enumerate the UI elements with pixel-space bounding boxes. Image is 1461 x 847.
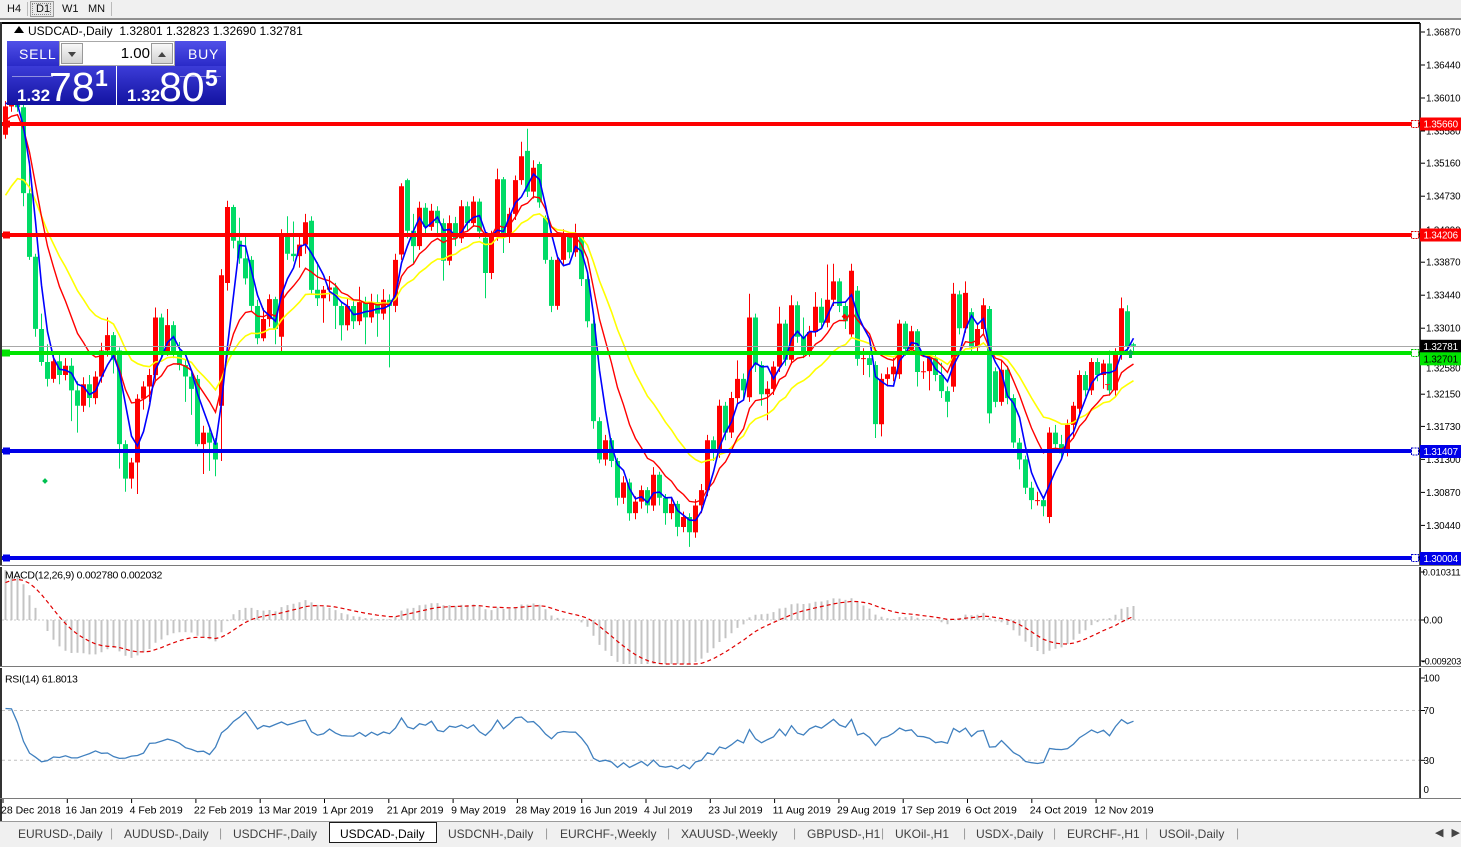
svg-text:16 Jan 2019: 16 Jan 2019 — [65, 805, 123, 817]
svg-text:1.31730: 1.31730 — [1426, 422, 1461, 433]
svg-text:28 May 2019: 28 May 2019 — [515, 805, 576, 817]
svg-text:70: 70 — [1424, 706, 1435, 717]
svg-text:1.30004: 1.30004 — [1424, 554, 1459, 565]
svg-text:100: 100 — [1424, 674, 1441, 685]
svg-text:1.34206: 1.34206 — [1424, 231, 1459, 242]
svg-text:1.35660: 1.35660 — [1424, 120, 1459, 131]
svg-text:RSI(14) 61.8013: RSI(14) 61.8013 — [5, 674, 78, 686]
svg-text:28 Dec 2018: 28 Dec 2018 — [1, 805, 61, 817]
svg-text:1.33870: 1.33870 — [1426, 258, 1461, 269]
svg-text:17 Sep 2019: 17 Sep 2019 — [901, 805, 961, 817]
svg-text:1.31300: 1.31300 — [1426, 455, 1461, 466]
svg-text:23 Jul 2019: 23 Jul 2019 — [708, 805, 762, 817]
svg-text:22 Feb 2019: 22 Feb 2019 — [194, 805, 253, 817]
svg-text:30: 30 — [1424, 756, 1435, 767]
svg-text:1.36870: 1.36870 — [1426, 28, 1461, 39]
svg-text:-0.009203: -0.009203 — [1422, 657, 1461, 667]
svg-text:1.32701: 1.32701 — [1424, 354, 1458, 365]
svg-text:0: 0 — [1424, 785, 1430, 796]
svg-text:13 Mar 2019: 13 Mar 2019 — [258, 805, 317, 817]
svg-text:16 Jun 2019: 16 Jun 2019 — [580, 805, 638, 817]
svg-text:MACD(12,26,9) 0.002780 0.00203: MACD(12,26,9) 0.002780 0.002032 — [5, 570, 163, 582]
svg-text:1.35580: 1.35580 — [1426, 127, 1461, 138]
svg-text:0.010311: 0.010311 — [1423, 568, 1461, 579]
svg-text:1.31407: 1.31407 — [1424, 447, 1458, 458]
svg-text:T: T — [1105, 383, 1110, 392]
svg-text:1.33010: 1.33010 — [1426, 324, 1461, 335]
svg-text:11 Aug 2019: 11 Aug 2019 — [773, 805, 831, 817]
svg-text:1.30440: 1.30440 — [1426, 521, 1461, 532]
svg-text:0.00: 0.00 — [1424, 616, 1444, 627]
svg-text:1.35160: 1.35160 — [1426, 159, 1461, 170]
svg-text:1.32150: 1.32150 — [1426, 390, 1461, 401]
svg-text:6 Oct 2019: 6 Oct 2019 — [966, 805, 1018, 817]
svg-text:12 Nov 2019: 12 Nov 2019 — [1094, 805, 1154, 817]
svg-text:1.32781: 1.32781 — [1424, 342, 1458, 353]
svg-text:4 Feb 2019: 4 Feb 2019 — [130, 805, 183, 817]
svg-text:1 Apr 2019: 1 Apr 2019 — [323, 805, 374, 817]
svg-text:1.36010: 1.36010 — [1426, 94, 1461, 105]
svg-text:9 May 2019: 9 May 2019 — [451, 805, 506, 817]
svg-text:1.32580: 1.32580 — [1426, 364, 1461, 375]
svg-text:21 Apr 2019: 21 Apr 2019 — [387, 805, 444, 817]
svg-text:1.33440: 1.33440 — [1426, 291, 1461, 302]
svg-text:4 Jul 2019: 4 Jul 2019 — [644, 805, 693, 817]
svg-text:1.30870: 1.30870 — [1426, 488, 1461, 499]
svg-text:1.34730: 1.34730 — [1426, 192, 1461, 203]
svg-text:24 Oct 2019: 24 Oct 2019 — [1030, 805, 1087, 817]
svg-text:1.36440: 1.36440 — [1426, 61, 1461, 72]
svg-text:29 Aug 2019: 29 Aug 2019 — [837, 805, 896, 817]
